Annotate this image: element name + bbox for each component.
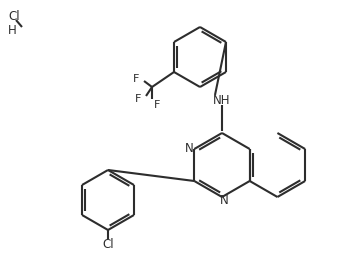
Text: H: H [8, 24, 17, 37]
Text: F: F [133, 74, 139, 84]
Text: Cl: Cl [102, 237, 114, 250]
Text: F: F [135, 94, 141, 104]
Text: F: F [154, 100, 160, 110]
Text: NH: NH [213, 93, 231, 107]
Text: N: N [185, 143, 194, 156]
Text: Cl: Cl [8, 11, 20, 24]
Text: N: N [220, 193, 228, 207]
